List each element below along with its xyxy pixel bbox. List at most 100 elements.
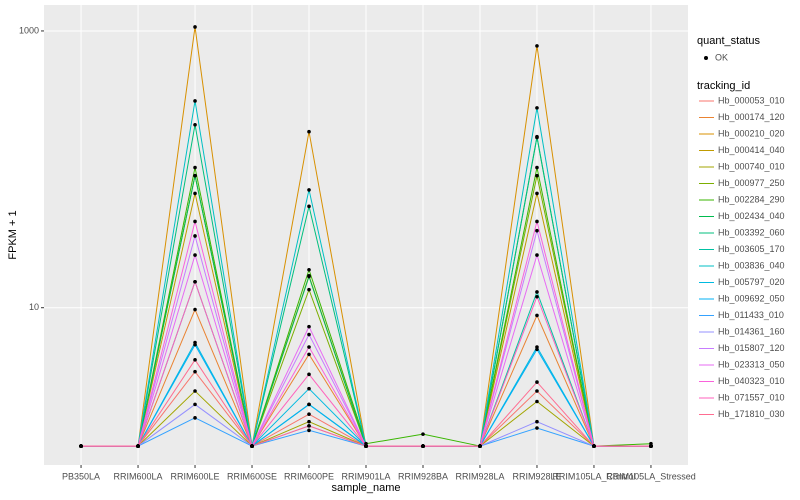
legend-label: Hb_014361_160 <box>718 326 785 336</box>
data-point <box>535 294 539 299</box>
data-point <box>307 428 311 433</box>
data-point <box>193 173 197 178</box>
x-tick-label: RRIM600PE <box>284 471 334 481</box>
legend-label: Hb_003836_040 <box>718 260 785 270</box>
x-tick-label: PB350LA <box>62 471 100 481</box>
data-point <box>193 253 197 257</box>
data-point <box>307 188 311 192</box>
data-point <box>250 444 254 448</box>
data-point <box>307 402 311 407</box>
data-point <box>535 165 539 170</box>
data-point <box>535 228 539 233</box>
data-point <box>535 399 539 404</box>
legend-label: Hb_003605_170 <box>718 244 785 254</box>
legend-label: Hb_002434_040 <box>718 211 785 221</box>
data-point <box>307 372 311 377</box>
legend-label: Hb_000174_120 <box>718 112 785 122</box>
data-point <box>193 122 197 127</box>
x-tick-label: RRIM600LE <box>171 471 220 481</box>
x-tick-label: RRIM928BA <box>398 471 448 481</box>
legend-label: Hb_023313_050 <box>718 359 785 369</box>
legend-label: Hb_003392_060 <box>718 227 785 237</box>
legend-label: Hb_000414_040 <box>718 145 785 155</box>
data-point <box>193 191 197 196</box>
data-point <box>193 389 197 393</box>
data-point <box>307 424 311 428</box>
legend-key <box>704 56 708 60</box>
data-point <box>535 253 539 257</box>
data-point <box>535 347 539 352</box>
data-point <box>193 165 197 170</box>
data-point <box>649 444 653 448</box>
legend-title: tracking_id <box>697 80 750 92</box>
data-point <box>79 444 83 448</box>
data-point <box>193 402 197 407</box>
y-tick-label: 10 <box>29 302 39 312</box>
data-point <box>193 279 197 284</box>
x-tick-label: RRIM105LA_Control <box>552 471 635 481</box>
data-point <box>535 426 539 430</box>
x-tick-label: RRIM928LE <box>512 471 561 481</box>
data-point <box>193 369 197 374</box>
x-tick-label: RRIM901LA <box>341 471 390 481</box>
data-point <box>307 352 311 357</box>
x-tick-label: RRIM600SE <box>227 471 277 481</box>
x-tick-label: RRIM928LA <box>455 471 504 481</box>
data-point <box>478 444 482 448</box>
legend-label: Hb_000053_010 <box>718 95 785 105</box>
data-point <box>535 191 539 196</box>
legend-label: Hb_011433_010 <box>718 310 784 320</box>
data-point <box>535 389 539 393</box>
data-point <box>535 290 539 294</box>
data-point <box>307 419 311 424</box>
data-point <box>307 204 311 209</box>
data-point <box>136 444 140 448</box>
legend-label: Hb_000740_010 <box>718 161 785 171</box>
data-point <box>307 267 311 272</box>
data-point <box>307 324 311 329</box>
data-point <box>592 444 596 448</box>
data-point <box>307 345 311 349</box>
data-point <box>307 386 311 391</box>
data-point <box>535 173 539 178</box>
data-point <box>307 274 311 279</box>
legend-label: Hb_040323_010 <box>718 376 785 386</box>
legend-label: Hb_005797_020 <box>718 277 785 287</box>
data-point <box>307 412 311 416</box>
data-point <box>193 219 197 224</box>
data-point <box>535 419 539 424</box>
legend-label: Hb_002284_290 <box>718 194 785 204</box>
data-point <box>535 219 539 224</box>
x-tick-label: RRIM105LA_Stressed <box>606 471 696 481</box>
legend-label: Hb_015807_120 <box>718 343 785 353</box>
data-point <box>421 444 425 448</box>
data-point <box>535 44 539 48</box>
data-point <box>421 432 425 436</box>
data-point <box>193 307 197 312</box>
data-point <box>193 358 197 362</box>
x-tick-label: RRIM600LA <box>114 471 163 481</box>
legend-label: OK <box>715 52 728 62</box>
data-point <box>193 416 197 420</box>
data-point <box>535 380 539 384</box>
legend-label: Hb_171810_030 <box>718 409 785 419</box>
x-axis-title: sample_name <box>331 482 400 494</box>
data-point <box>307 332 311 337</box>
y-axis-title: FPKM + 1 <box>7 210 19 259</box>
data-point <box>535 313 539 318</box>
data-point <box>193 234 197 238</box>
data-point <box>364 444 368 448</box>
data-point <box>535 106 539 110</box>
data-point <box>193 99 197 103</box>
data-point <box>535 134 539 139</box>
y-tick-label: 1000 <box>19 25 39 35</box>
legend-label: Hb_000977_250 <box>718 178 785 188</box>
data-point <box>307 287 311 292</box>
data-point <box>307 129 311 134</box>
legend-label: Hb_000210_020 <box>718 128 785 138</box>
data-point <box>193 342 197 347</box>
data-point <box>193 25 197 29</box>
legend-label: Hb_071557_010 <box>718 392 785 402</box>
legend-title: quant_status <box>697 35 760 47</box>
